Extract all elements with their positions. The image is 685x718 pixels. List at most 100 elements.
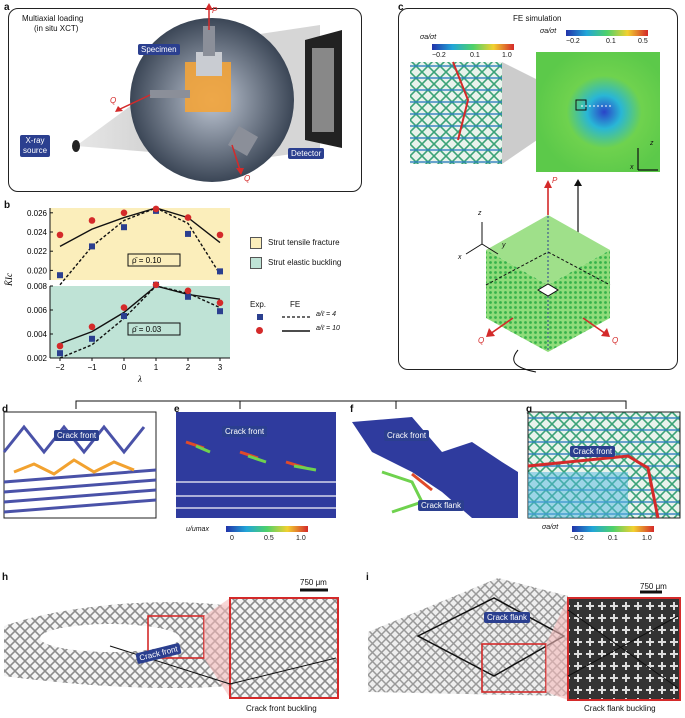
panel-a-load-p: P: [212, 6, 218, 15]
panel-g-cb-tick-1: 0.1: [608, 535, 618, 542]
chart-top-point-exp-a-4: [121, 224, 127, 231]
chart-top-background: [50, 208, 230, 280]
panel-f-crack-flank-tag: Crack flank: [418, 500, 465, 511]
panel-a-title-2: (in situ XCT): [34, 24, 79, 33]
panel-e-cb-tick-1: 0.5: [264, 535, 274, 542]
chart-xtick-label: 2: [186, 363, 191, 372]
chart-top-point-exp-a-10: [56, 231, 64, 239]
chart-bottom-ytick-label: 0.002: [27, 354, 48, 363]
chart-bottom-ytick-label: 0.008: [27, 282, 48, 291]
panel-a-title-1: Multiaxial loading: [22, 14, 84, 23]
panel-a-frame: [8, 8, 362, 192]
panel-c-label: c: [398, 2, 404, 13]
xray-source-line2: source: [23, 146, 48, 155]
xray-source-line1: X-ray: [25, 136, 45, 145]
cb1-tick-0: −0.2: [432, 52, 446, 59]
chart-xtick-label: −1: [87, 363, 97, 372]
panel-i-caption: Crack flank buckling: [584, 704, 656, 713]
legend-fe-header: FE: [290, 300, 301, 309]
chart-top-point-exp-a-4: [57, 272, 63, 279]
fe-simulation-title: FE simulation: [510, 14, 565, 23]
chart-top-point-exp-a-10: [88, 217, 96, 224]
chart-bottom-line-fe-a-10: [59, 285, 221, 345]
cb1-tick-2: 1.0: [502, 52, 512, 59]
panel-e-cb-label: u/umax: [186, 526, 209, 533]
panel-e-label: e: [174, 404, 180, 415]
panel-d-crack-front-tag: Crack front: [54, 430, 100, 441]
panel-g-cb-label: σa/σt: [542, 524, 559, 531]
cb2-tick-1: 0.1: [606, 38, 616, 45]
cb2-tick-0: −0.2: [566, 38, 580, 45]
chart-top-line-fe-a-4: [59, 207, 221, 286]
panel-f-label: f: [350, 404, 354, 415]
cb2-tick-2: 0.5: [638, 38, 648, 45]
legend-solid-line: [282, 330, 310, 332]
legend-exp-header: Exp.: [250, 300, 267, 309]
chart-bottom-point-exp-a-10: [120, 304, 128, 311]
panel-h-scale: 750 μm: [300, 578, 327, 587]
chart-bottom-ytick-label: 0.006: [27, 306, 48, 315]
chart-top-annotation: ρ̄ = 0.10: [132, 256, 162, 265]
chart-top-point-exp-a-10: [216, 231, 224, 239]
legend-tensile-label: Strut tensile fracture: [268, 238, 340, 247]
panel-g-colorbar: [572, 526, 654, 532]
legend-buckling-label: Strut elastic buckling: [268, 258, 342, 267]
panel-h-label: h: [2, 572, 9, 583]
panel-g-cb-tick-2: 1.0: [642, 535, 652, 542]
panel-g-image: [527, 411, 681, 519]
chart-top-ytick-label: 0.020: [27, 266, 48, 275]
panel-i-scale: 750 μm: [640, 582, 667, 591]
panel-h-caption: Crack front buckling: [246, 704, 317, 713]
panel-g-crack-front-tag: Crack front: [570, 446, 616, 457]
chart-bottom-point-exp-a-4: [89, 335, 95, 342]
panel-c-load-q2: Q: [612, 336, 619, 345]
panel-c-load-q1: Q: [478, 336, 485, 345]
chart-xlabel: λ: [137, 374, 142, 384]
chart-top-line-fe-a-10: [59, 207, 221, 248]
specimen-tag: Specimen: [138, 44, 180, 55]
panel-a-setup-illustration: [72, 3, 342, 182]
chart-bottom-point-exp-a-4: [121, 313, 127, 319]
panel-c-frame: [398, 8, 678, 370]
panel-d-image: [2, 411, 157, 519]
chart-top-point-exp-a-10: [120, 209, 128, 217]
chart-top-ytick-label: 0.024: [27, 228, 48, 237]
panel-d-label: d: [2, 404, 9, 415]
chart-bottom-point-exp-a-4: [217, 308, 223, 315]
chart-top-point-exp-a-4: [217, 268, 223, 275]
chart-bottom-point-exp-a-4: [185, 293, 191, 300]
panel-i-crack-flank-tag: Crack flank: [484, 612, 531, 623]
chart-bottom-annotation: ρ̄ = 0.03: [132, 325, 162, 334]
chart-top-ytick-label: 0.026: [27, 209, 48, 218]
chart-top-point-exp-a-10: [184, 214, 192, 221]
chart-xtick-label: −2: [55, 363, 65, 372]
chart-ylabel: K̄Ic: [4, 273, 14, 287]
cb1-tick-1: 0.1: [470, 52, 480, 59]
legend-exp-square: [257, 314, 263, 320]
panel-e-colorbar: [226, 526, 308, 532]
chart-top-point-exp-a-10: [152, 205, 160, 213]
chart-xtick-label: 1: [154, 363, 159, 372]
legend-exp-circle: [256, 327, 263, 334]
chart-top-annotation-box: [127, 253, 181, 267]
panel-e-cb-tick-0: 0: [230, 535, 234, 542]
chart-bottom-point-exp-a-10: [184, 287, 192, 295]
legend-series1: a/ℓ = 4: [316, 311, 336, 318]
panel-b-label: b: [4, 200, 11, 211]
kic-chart: 0.020 0.022 0.024 0.026 ρ̄ = 0.10 0.002 0.004 0…: [4, 205, 230, 384]
panel-e-cb-tick-2: 1.0: [296, 535, 306, 542]
chart-bottom-point-exp-a-10: [152, 281, 160, 289]
cb2-label: σa/σt: [540, 28, 557, 35]
chart-bottom-point-exp-a-10: [216, 299, 224, 307]
chart-xtick-label: 3: [218, 363, 223, 372]
chart-bottom-point-exp-a-4: [57, 350, 63, 357]
panel-a-load-q1: Q: [110, 96, 117, 105]
panel-h-image: [4, 588, 339, 699]
chart-bottom-ytick-label: 0.004: [27, 330, 48, 339]
panel-a-load-q2: Q: [244, 174, 251, 183]
cb1-label: σa/σt: [420, 34, 437, 41]
chart-bottom-annotation-box: [127, 322, 181, 336]
panel-a-label: a: [4, 2, 10, 13]
axis-y-cube: y: [502, 242, 506, 249]
chart-top-point-exp-a-4: [185, 230, 191, 237]
